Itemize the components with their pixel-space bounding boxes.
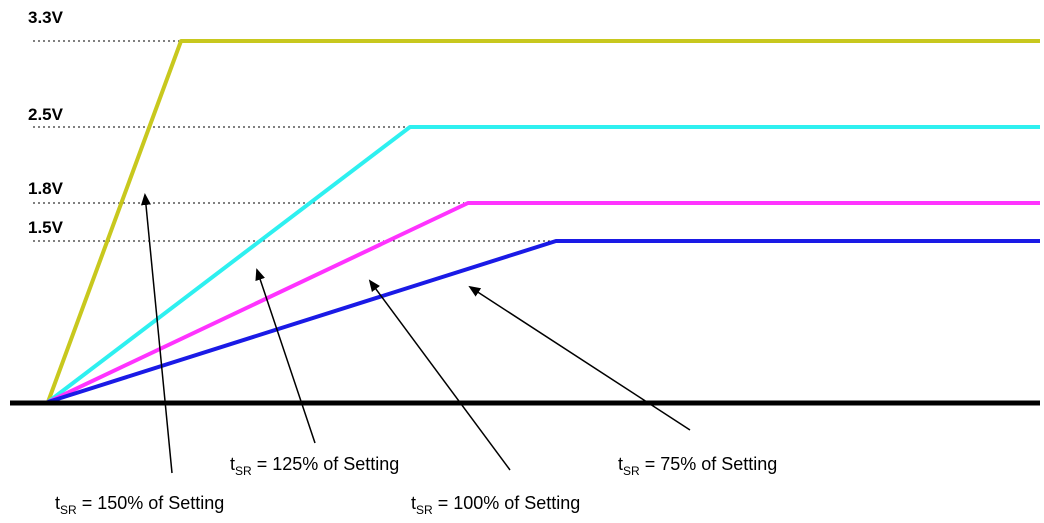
tsr-subscript: SR xyxy=(235,464,252,478)
arrow-125 xyxy=(255,268,316,444)
tsr-label-100: tSR = 100% of Setting xyxy=(411,493,580,517)
voltage-label-1v5: 1.5V xyxy=(28,218,64,237)
tsr-text-75: = 75% of Setting xyxy=(640,454,778,474)
ramp-line-1v5 xyxy=(47,239,1040,404)
voltage-label-2v5: 2.5V xyxy=(28,105,64,124)
tsr-text-150: = 150% of Setting xyxy=(77,493,225,513)
tsr-symbol: t xyxy=(55,493,60,513)
tsr-symbol: t xyxy=(230,454,235,474)
ramp-line-2v5 xyxy=(46,125,1040,404)
ramp-line-1v8 xyxy=(47,201,1040,404)
tsr-symbol: t xyxy=(618,454,623,474)
tsr-text-100: = 100% of Setting xyxy=(433,493,581,513)
ramp-line-3v3 xyxy=(46,39,1040,403)
arrow-100 xyxy=(368,279,511,471)
tsr-text-125: = 125% of Setting xyxy=(252,454,400,474)
voltage-label-3v3: 3.3V xyxy=(28,8,64,27)
voltage-label-1v8: 1.8V xyxy=(28,179,64,198)
tsr-subscript: SR xyxy=(60,503,77,517)
tsr-subscript: SR xyxy=(416,503,433,517)
tsr-symbol: t xyxy=(411,493,416,513)
arrow-75 xyxy=(468,285,691,431)
tsr-subscript: SR xyxy=(623,464,640,478)
tsr-label-150: tSR = 150% of Setting xyxy=(55,493,224,517)
tsr-label-75: tSR = 75% of Setting xyxy=(618,454,777,478)
arrow-150 xyxy=(140,193,173,474)
tsr-label-125: tSR = 125% of Setting xyxy=(230,454,399,478)
